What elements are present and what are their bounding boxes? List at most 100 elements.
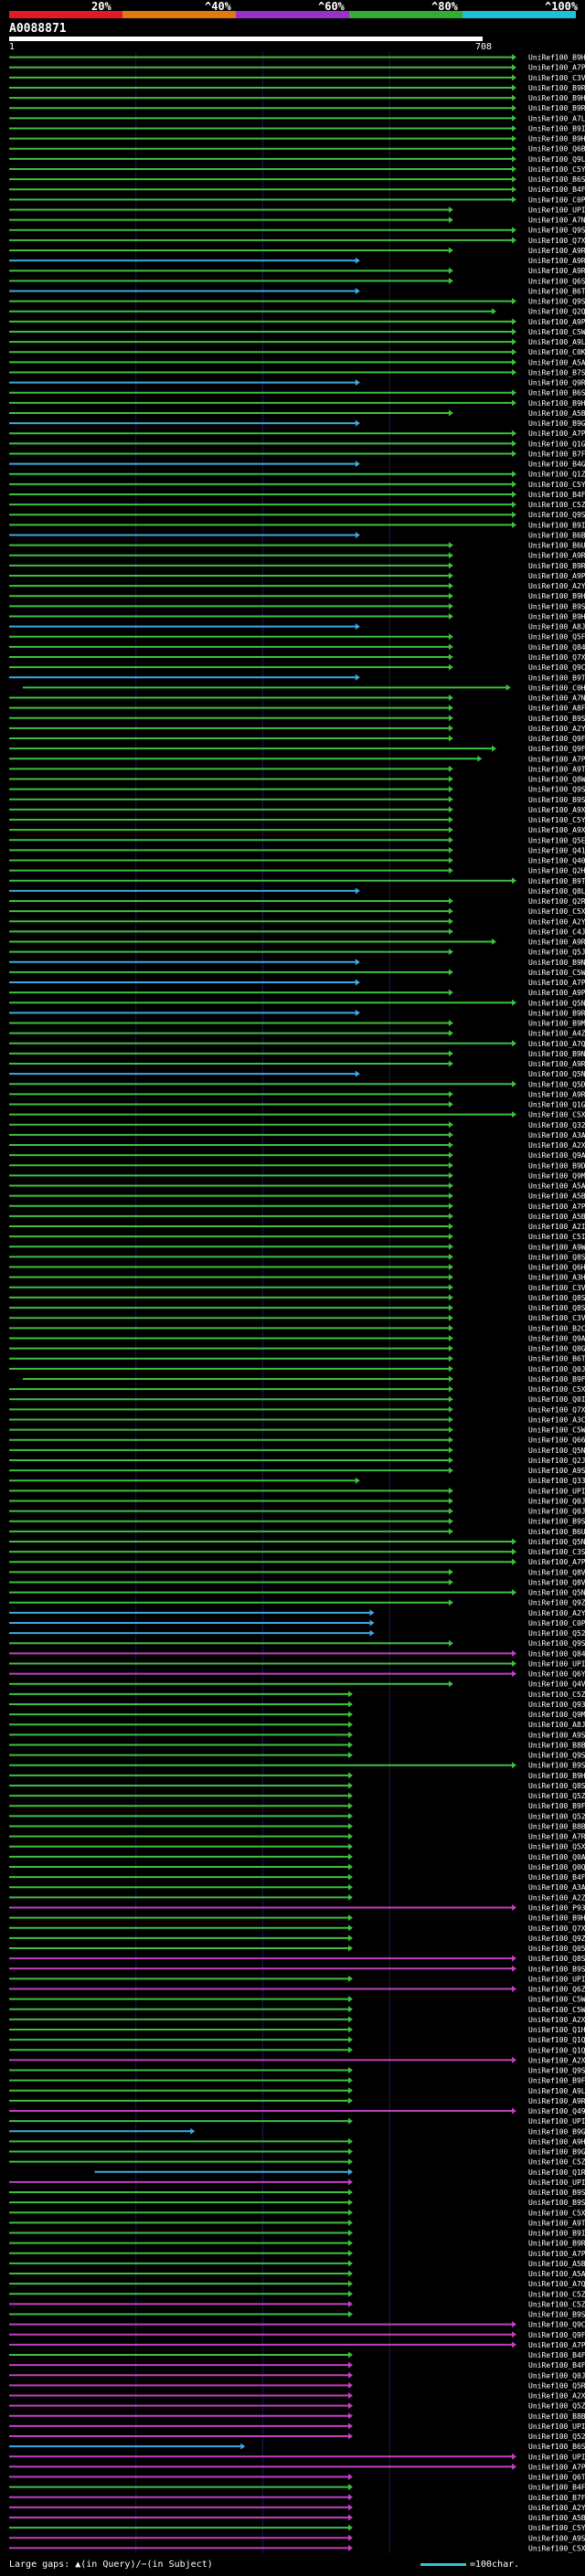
hit-arrow [505, 684, 511, 691]
hit-arrow [512, 1040, 516, 1047]
hit-arrow [512, 2341, 516, 2348]
hit-label: UniRef100_A7P4W5 [528, 1558, 585, 1566]
hit-arrow [512, 64, 516, 71]
hit-label: UniRef100_A9R1D8 [528, 2097, 585, 2105]
hit-arrow [348, 2137, 354, 2145]
hit-arrow [448, 1131, 453, 1139]
hit-arrow [448, 1385, 453, 1393]
hit-arrow [348, 1945, 354, 1952]
hit-label: UniRef100_A2ZCU5 [528, 1893, 585, 1902]
hit-label: UniRef100_Q9S761 [528, 786, 585, 794]
hit-label: UniRef100_Q8GXB3 [528, 1345, 585, 1353]
hit-label: UniRef100_C3VJR0 [528, 1284, 585, 1292]
hit-arrow [448, 653, 453, 661]
hit-label: UniRef100_Q5ZGY0 [528, 2402, 585, 2411]
hit-label: UniRef100_UPI000... [528, 2422, 585, 2431]
hit-label: UniRef100_C5Z5E3 [528, 1691, 585, 1699]
hit-arrow [448, 1599, 453, 1606]
hit-label: UniRef100_A2Y3J8 [528, 917, 585, 926]
hit-arrow [448, 562, 453, 569]
hit-label: UniRef100_Q52ZE7 [528, 1629, 585, 1638]
hit-label: UniRef100_B9GEW1 [528, 2127, 585, 2136]
hit-arrow [348, 1782, 354, 1789]
hit-arrow [348, 1873, 354, 1881]
legend-segment [122, 11, 236, 18]
header: A0088871 1 708 20% ^40% ^60% ^80% ^100% [0, 0, 585, 57]
hit-label: UniRef100_Q1H0K1 [528, 2026, 585, 2034]
hit-label: UniRef100_Q5JAI1 [528, 949, 585, 957]
hit-label: UniRef100_A3CAP7 [528, 1415, 585, 1424]
hit-label: UniRef100_Q9SZ83 [528, 298, 585, 306]
hit-arrow [448, 217, 453, 224]
hit-label: UniRef100_C5Z837 [528, 2290, 585, 2298]
hit-arrow [512, 2056, 516, 2063]
legend-segment [236, 11, 349, 18]
hit-arrow [448, 1345, 453, 1352]
hit-label: UniRef100_A5AYN9 [528, 358, 585, 366]
hit-arrow [448, 1161, 453, 1169]
hit-label: UniRef100_Q1QQW0 [528, 2036, 585, 2044]
hit-label: UniRef100_Q2QCW7 [528, 308, 585, 316]
hit-arrow [448, 267, 453, 274]
hit-label: UniRef100_B9HUP8 [528, 592, 585, 600]
hit-arrow [348, 2097, 354, 2104]
hit-label: UniRef100_B9T061 [528, 877, 585, 885]
hit-arrow [348, 1893, 354, 1901]
legend-segment [349, 11, 463, 18]
hit-label: UniRef100_B4F9E4 [528, 491, 585, 499]
hit-label: UniRef100_Q6H5Q6 [528, 1264, 585, 1272]
hit-label: UniRef100_C5Z8G2 [528, 501, 585, 509]
hit-label: UniRef100_B9SF56 [528, 1518, 585, 1526]
hit-arrow [448, 1497, 453, 1504]
hit-label: UniRef100_B4G008 [528, 461, 585, 469]
hit-label: UniRef100_Q5NMN6 [528, 1447, 585, 1455]
hit-arrow [355, 461, 360, 468]
hit-label: UniRef100_Q5NMN7 [528, 1589, 585, 1597]
hit-label: UniRef100_Q41301 [528, 846, 585, 854]
hit-arrow [355, 419, 360, 427]
hit-arrow [512, 481, 516, 488]
hit-arrow [448, 1050, 453, 1057]
hit-arrow [512, 1080, 516, 1087]
hit-label: UniRef100_Q0A7Z0 [528, 1853, 585, 1861]
hit-label: UniRef100_Q49LY0 [528, 2107, 585, 2115]
query-bar [9, 37, 483, 41]
hit-arrow [448, 1365, 453, 1373]
hit-label: UniRef100_A9RKB3 [528, 552, 585, 560]
hit-arrow [512, 1589, 516, 1596]
hit-label: UniRef100_A9RPU2 [528, 1090, 585, 1098]
hit-arrow [512, 1903, 516, 1911]
hit-label: UniRef100_C5WVS4 [528, 2006, 585, 2014]
hit-arrow [512, 1965, 516, 1972]
hit-label: UniRef100_C0KM69 [528, 348, 585, 356]
hit-label: UniRef100_A3AEE4 [528, 1883, 585, 1892]
hit-label: UniRef100_A5BKV5 [528, 2514, 585, 2522]
hit-label: UniRef100_Q9MAP9 [528, 1711, 585, 1719]
hit-arrow [512, 368, 516, 376]
hit-arrow [512, 2453, 516, 2460]
hit-arrow [448, 786, 453, 793]
hit-label: UniRef100_C5WZZ2 [528, 969, 585, 977]
hit-label: UniRef100_A2XYI0 [528, 2392, 585, 2401]
hit-label: UniRef100_Q0JEI1 [528, 1508, 585, 1516]
hit-label: UniRef100_B9HQR8 [528, 54, 585, 62]
hit-label: UniRef100_A2XDB2 [528, 2056, 585, 2064]
hit-arrow [448, 552, 453, 559]
hit-label: UniRef100_A9S896 [528, 1731, 585, 1739]
query-end: 708 [475, 42, 493, 52]
scale-key: =100char. [420, 2560, 519, 2570]
hit-label: UniRef100_Q40780 [528, 857, 585, 865]
hit-arrow [512, 429, 516, 437]
hit-arrow [448, 1436, 453, 1444]
legend-label: ^100% [545, 0, 579, 13]
hit-label: UniRef100_Q9FHZ7 [528, 2331, 585, 2339]
hit-arrow [448, 1223, 453, 1230]
hit-arrow [448, 705, 453, 712]
hit-arrow [448, 1264, 453, 1271]
hit-label: UniRef100_C5YVX8 [528, 165, 585, 174]
hit-arrow [448, 1447, 453, 1454]
hit-arrow [355, 379, 360, 387]
hit-arrow [448, 765, 453, 772]
hit-label: UniRef100_Q9SI91 [528, 227, 585, 235]
hit-label: UniRef100_B9DHT8 [528, 1161, 585, 1170]
